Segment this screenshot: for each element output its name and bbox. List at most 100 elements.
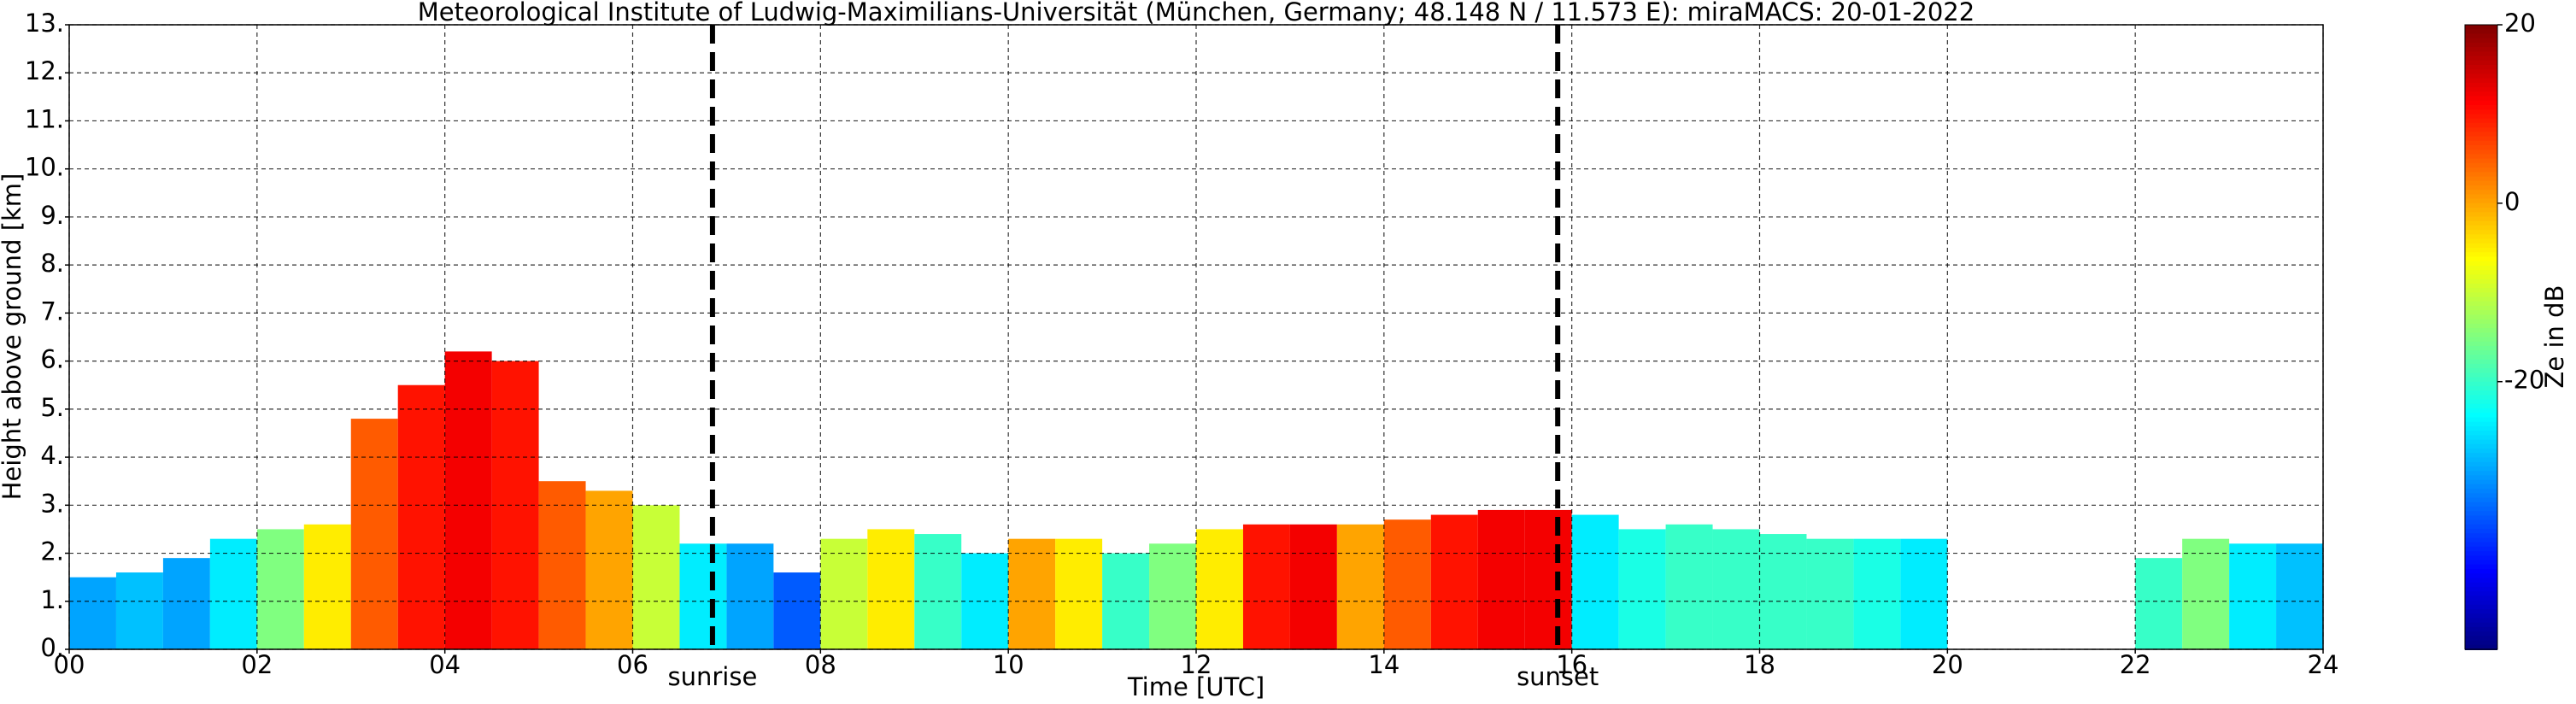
echo-column xyxy=(1571,514,1619,649)
y-tick-label: 1. xyxy=(40,585,64,614)
colorbar-segment xyxy=(2465,497,2497,503)
colorbar-segment xyxy=(2465,91,2497,97)
colorbar-segment xyxy=(2465,484,2497,490)
colorbar-segment xyxy=(2465,546,2497,553)
colorbar-segment xyxy=(2465,399,2497,405)
colorbar-segment xyxy=(2465,29,2497,35)
echo-column xyxy=(350,419,398,649)
echo-column xyxy=(1900,538,1948,649)
echo-column xyxy=(1242,524,1290,649)
colorbar-segment xyxy=(2465,136,2497,142)
y-tick-label: 5. xyxy=(40,393,64,422)
colorbar-segment xyxy=(2465,265,2497,272)
colorbar-segment xyxy=(2465,96,2497,102)
colorbar-segment xyxy=(2465,368,2497,374)
colorbar-segment xyxy=(2465,609,2497,615)
colorbar-segment xyxy=(2465,533,2497,539)
colorbar-segment xyxy=(2465,132,2497,138)
echo-column xyxy=(2229,543,2277,649)
colorbar-segment xyxy=(2465,51,2497,57)
colorbar-segment xyxy=(2465,78,2497,84)
y-tick-label: 6. xyxy=(40,345,64,374)
colorbar-tick-label: -20 xyxy=(2504,366,2544,395)
echo-column xyxy=(2182,538,2230,649)
colorbar-segment xyxy=(2465,323,2497,330)
colorbar-segment xyxy=(2465,60,2497,66)
colorbar-segment xyxy=(2465,190,2497,196)
colorbar-segment xyxy=(2465,604,2497,611)
echo-column xyxy=(1336,524,1384,649)
echo-column xyxy=(69,577,116,649)
colorbar-segment xyxy=(2465,350,2497,356)
colorbar-segment xyxy=(2465,529,2497,535)
colorbar-segment xyxy=(2465,252,2497,258)
colorbar-segment xyxy=(2465,555,2497,561)
colorbar-segment xyxy=(2465,154,2497,160)
colorbar-segment xyxy=(2465,449,2497,455)
y-axis-label: Height above ground [km] xyxy=(0,173,26,501)
colorbar-segment xyxy=(2465,443,2497,450)
echo-column xyxy=(397,384,445,649)
colorbar-segment xyxy=(2465,212,2497,218)
colorbar-segment xyxy=(2465,421,2497,427)
colorbar-segment xyxy=(2465,417,2497,423)
colorbar-segment xyxy=(2465,162,2497,169)
colorbar-segment xyxy=(2465,140,2497,146)
colorbar-segment xyxy=(2465,144,2497,151)
echo-column xyxy=(1430,514,1478,649)
colorbar-segment xyxy=(2465,569,2497,575)
colorbar-segment xyxy=(2465,332,2497,338)
colorbar-segment xyxy=(2465,515,2497,521)
colorbar-segment xyxy=(2465,489,2497,495)
y-tick-label: 12. xyxy=(25,56,64,85)
colorbar-segment xyxy=(2465,542,2497,548)
echo-column xyxy=(1289,524,1337,649)
colorbar-segment xyxy=(2465,413,2497,419)
colorbar-segment xyxy=(2465,172,2497,178)
echo-column xyxy=(914,534,962,649)
y-tick-label: 7. xyxy=(40,296,64,326)
colorbar-segment xyxy=(2465,591,2497,597)
colorbar-segment xyxy=(2465,208,2497,214)
colorbar-segment xyxy=(2465,551,2497,557)
echo-column xyxy=(538,481,586,649)
colorbar-tick-label: 0 xyxy=(2504,187,2520,216)
colorbar-segment xyxy=(2465,373,2497,378)
x-tick-label: 22 xyxy=(2120,650,2151,679)
colorbar-segment xyxy=(2465,381,2497,387)
colorbar-segment xyxy=(2465,461,2497,467)
colorbar-segment xyxy=(2465,305,2497,312)
colorbar-segment xyxy=(2465,636,2497,642)
colorbar-tick-label: 20 xyxy=(2504,9,2536,38)
colorbar-segment xyxy=(2465,38,2497,44)
x-tick-label: 06 xyxy=(617,650,648,679)
colorbar-segment xyxy=(2465,626,2497,633)
colorbar-segment xyxy=(2465,640,2497,646)
echo-column xyxy=(1524,509,1572,649)
colorbar-segment xyxy=(2465,471,2497,477)
colorbar-segment xyxy=(2465,274,2497,280)
colorbar-segment xyxy=(2465,42,2497,49)
colorbar-segment xyxy=(2465,390,2497,396)
colorbar-segment xyxy=(2465,403,2497,410)
y-tick-label: 11. xyxy=(25,104,64,133)
y-tick-label: 0. xyxy=(40,633,64,662)
colorbar-segment xyxy=(2465,493,2497,499)
colorbar-segment xyxy=(2465,408,2497,414)
colorbar-segment xyxy=(2465,25,2497,31)
colorbar-segment xyxy=(2465,586,2497,593)
colorbar-segment xyxy=(2465,198,2497,204)
colorbar-segment xyxy=(2465,578,2497,584)
colorbar-segment xyxy=(2465,64,2497,71)
x-tick-label: 08 xyxy=(805,650,836,679)
colorbar-segment xyxy=(2465,359,2497,365)
colorbar-segment xyxy=(2465,33,2497,39)
echo-column xyxy=(867,529,915,649)
echo-column xyxy=(162,558,210,649)
echo-column xyxy=(1853,538,1901,649)
y-tick-label: 9. xyxy=(40,201,64,230)
colorbar-segment xyxy=(2465,631,2497,637)
echo-column xyxy=(1806,538,1854,649)
colorbar-segment xyxy=(2465,310,2497,316)
